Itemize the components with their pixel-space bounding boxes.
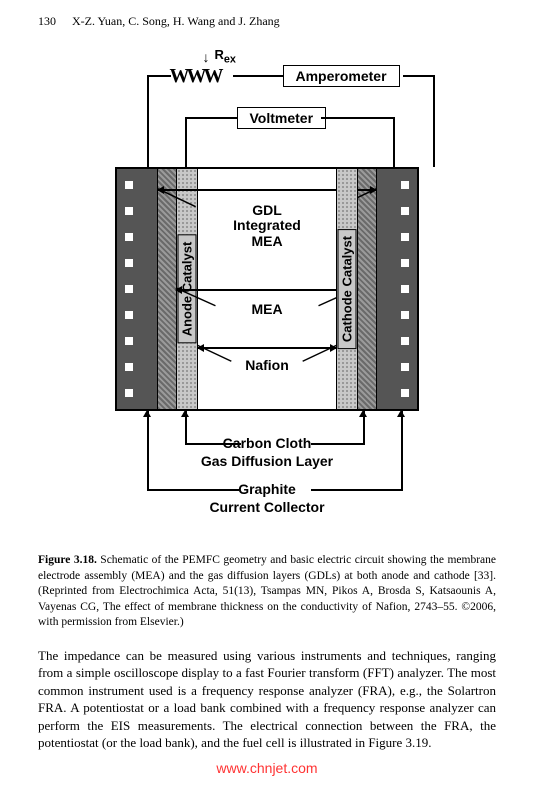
figure-3-18: Rex ↓ WWW Amperometer Voltmeter (85, 47, 450, 541)
wire (311, 443, 365, 445)
wire (233, 75, 283, 77)
caption-prefix: Figure 3.18. (38, 554, 97, 566)
resistor-icon: WWW (170, 65, 221, 88)
nafion-label: Nafion (245, 357, 289, 373)
arrow-icon (147, 411, 149, 489)
wire (147, 75, 171, 77)
mea-label: MEA (251, 301, 282, 317)
wire (185, 117, 187, 167)
amperometer-box: Amperometer (283, 65, 400, 87)
figure-caption: Figure 3.18. Schematic of the PEMFC geom… (38, 553, 496, 631)
wire (403, 75, 435, 77)
gdl-integrated-label: GDLIntegratedMEA (233, 203, 301, 249)
cathode-catalyst: Cathode Catalyst (336, 169, 357, 409)
graphite-plate-left (117, 169, 157, 409)
gdl-right (357, 169, 377, 409)
wire (185, 117, 237, 119)
wire (147, 75, 149, 167)
circuit-top: Rex ↓ WWW Amperometer Voltmeter (85, 47, 450, 167)
wire (147, 489, 239, 491)
membrane-area: GDLIntegratedMEA MEA Nafion (198, 169, 336, 409)
gas-diffusion-label: Gas Diffusion Layer (201, 453, 333, 469)
page-number: 130 (38, 14, 56, 29)
page-header: 130 X-Z. Yuan, C. Song, H. Wang and J. Z… (38, 14, 496, 29)
wire (433, 75, 435, 167)
rex-label: Rex (215, 47, 236, 66)
page-authors: X-Z. Yuan, C. Song, H. Wang and J. Zhang (72, 14, 280, 29)
figure-bottom-labels: Carbon Cloth Gas Diffusion Layer Graphit… (97, 411, 437, 541)
body-paragraph: The impedance can be measured using vari… (38, 647, 496, 752)
arrow-icon (363, 411, 365, 443)
graphite-plate-right (377, 169, 417, 409)
rex-arrow-icon: ↓ (203, 49, 210, 65)
cathode-catalyst-label: Cathode Catalyst (338, 229, 357, 349)
nafion-span-line (198, 347, 336, 349)
wire (393, 117, 395, 167)
graphite-label: Graphite (238, 481, 296, 497)
mea-span-line (176, 289, 358, 291)
fuel-cell-diagram: Anode Catalyst GDLIntegratedMEA MEA Nafi… (115, 167, 419, 411)
carbon-cloth-label: Carbon Cloth (223, 435, 312, 451)
wire (321, 117, 395, 119)
caption-text: Schematic of the PEMFC geometry and basi… (38, 554, 496, 628)
current-collector-label: Current Collector (209, 499, 324, 515)
arrow-icon (185, 411, 187, 443)
arrow-icon (401, 411, 403, 489)
voltmeter-box: Voltmeter (237, 107, 327, 129)
gdl-left (157, 169, 177, 409)
wire (311, 489, 403, 491)
watermark: www.chnjet.com (38, 760, 496, 776)
